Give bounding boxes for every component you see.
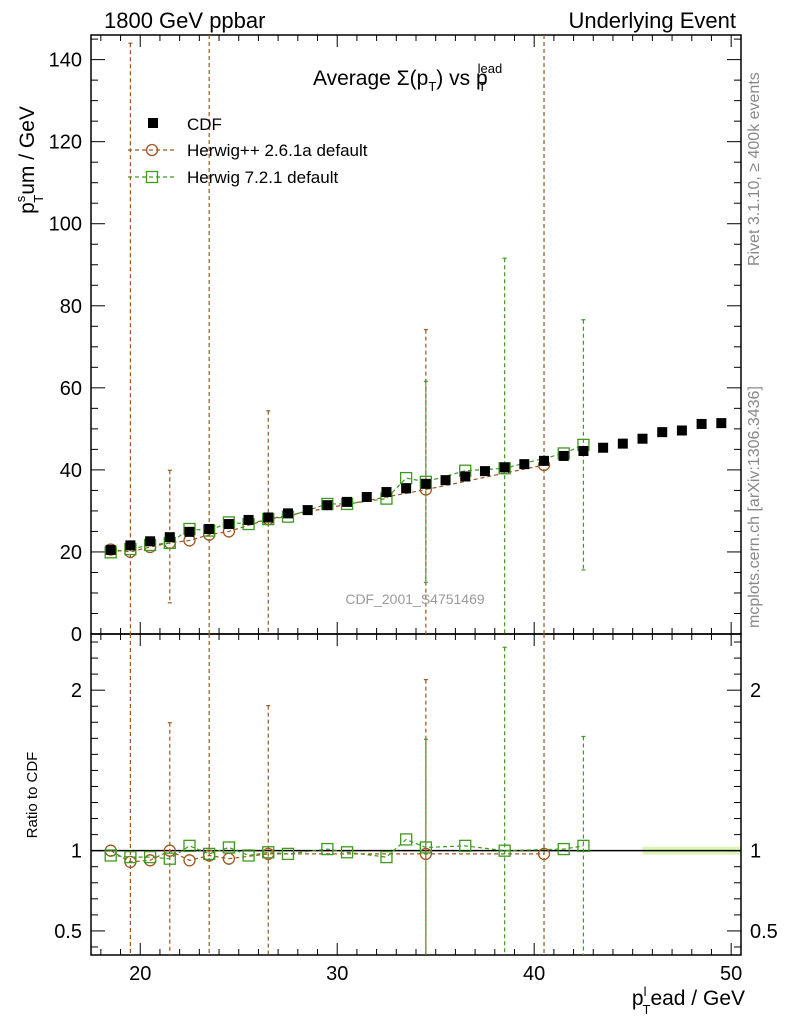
cdf-point bbox=[637, 433, 648, 444]
cdf-point bbox=[105, 544, 116, 555]
herwigpp-ratio-point bbox=[163, 844, 176, 857]
cdf-point bbox=[696, 418, 707, 429]
herwigpp-ratio-point bbox=[183, 854, 196, 867]
cdf-point bbox=[716, 418, 727, 429]
cdf-point bbox=[617, 438, 628, 449]
herwig7-ratio-point bbox=[340, 846, 354, 859]
herwig7-ratio-point bbox=[124, 850, 137, 864]
chart-title: Average Σ(pT) vs plead T bbox=[313, 61, 502, 94]
legend-label-cdf: CDF bbox=[187, 115, 222, 134]
cdf-point bbox=[302, 505, 313, 516]
ratio-tick-label-right: 1 bbox=[750, 841, 761, 863]
cdf-point bbox=[558, 450, 569, 461]
x-tick-label: 40 bbox=[523, 963, 545, 985]
cdf-point bbox=[460, 471, 471, 482]
cdf-point bbox=[145, 536, 156, 547]
herwig7-ratio-point bbox=[163, 852, 176, 865]
cdf-point bbox=[243, 514, 254, 525]
tick-labels: 20 30 40 50 0 20 40 60 80 100 120 140 0.5 0.5 1 1 2 2 bbox=[49, 50, 778, 985]
x-axis-label: pl Tead / GeV bbox=[632, 984, 745, 1017]
cdf-point bbox=[440, 475, 451, 486]
y-tick-label: 60 bbox=[60, 378, 82, 400]
legend-marker-herwigpp bbox=[145, 143, 159, 157]
cdf-point bbox=[204, 523, 215, 534]
y-tick-label: 20 bbox=[60, 542, 82, 564]
herwig7-ratio-point bbox=[380, 850, 393, 864]
cdf-point bbox=[539, 455, 550, 466]
y-tick-label: 40 bbox=[60, 460, 82, 482]
herwig7-ratio-point bbox=[203, 847, 216, 861]
herwig7-ratio-point bbox=[242, 849, 255, 862]
cdf-point bbox=[401, 483, 412, 494]
ratio-frame bbox=[90, 633, 742, 956]
cdf-point bbox=[381, 487, 392, 498]
y-tick-label: 100 bbox=[49, 214, 82, 236]
herwig7-ratio-point bbox=[104, 849, 117, 862]
header-left: 1800 GeV ppbar bbox=[104, 8, 266, 33]
herwigpp-line bbox=[110, 464, 545, 553]
ratio-tick-label-right: 2 bbox=[750, 680, 761, 702]
x-tick-label: 20 bbox=[129, 963, 151, 985]
herwig7-ratio-point bbox=[557, 842, 570, 856]
cdf-point bbox=[263, 512, 274, 523]
cdf-point bbox=[342, 496, 353, 507]
herwigpp-ratio-point bbox=[537, 847, 551, 861]
cdf-point bbox=[322, 500, 333, 511]
header-right: Underlying Event bbox=[568, 8, 736, 33]
ratio-tick-label-right: 0.5 bbox=[750, 921, 778, 943]
cdf-point bbox=[519, 459, 530, 470]
cdf-point bbox=[420, 478, 431, 489]
series-layer bbox=[104, 35, 727, 955]
y-tick-label: 140 bbox=[49, 50, 82, 72]
ratio-tick-label: 0.5 bbox=[54, 921, 82, 943]
legend-marker-cdf bbox=[148, 118, 158, 128]
y-tick-label: 120 bbox=[49, 132, 82, 154]
cdf-point bbox=[184, 526, 195, 537]
mcplots-label: mcplots.cern.ch [arXiv:1306.3436] bbox=[746, 386, 763, 628]
herwig7-ratio-point bbox=[262, 846, 275, 859]
herwig7-ratio-point bbox=[143, 850, 157, 864]
y-tick-label: 80 bbox=[60, 296, 82, 318]
chart-watermark: CDF_2001_S4751469 bbox=[345, 591, 485, 607]
legend-label-herwig7: Herwig 7.2.1 default bbox=[187, 168, 338, 187]
herwig7-ratio-point bbox=[281, 847, 295, 861]
rivet-version-label: Rivet 3.1.10, ≥ 400k events bbox=[746, 72, 763, 266]
cdf-point bbox=[282, 508, 293, 519]
herwig7-ratio-point bbox=[222, 841, 236, 854]
herwig7-ratio-point bbox=[459, 839, 472, 853]
axis-ticks bbox=[91, 35, 741, 955]
x-tick-label: 50 bbox=[720, 963, 742, 985]
y-tick-label: 0 bbox=[71, 624, 82, 646]
legend-label-herwigpp: Herwig++ 2.6.1a default bbox=[187, 141, 368, 160]
x-tick-label: 30 bbox=[326, 963, 348, 985]
herwig7-ratio-line bbox=[110, 838, 584, 860]
herwig7-ratio-point bbox=[498, 844, 511, 857]
legend-marker-herwig7 bbox=[145, 170, 159, 184]
cdf-point bbox=[164, 532, 175, 543]
cdf-point bbox=[676, 425, 687, 436]
cdf-point bbox=[479, 466, 490, 477]
cdf-point bbox=[361, 491, 372, 502]
herwig7-ratio-point bbox=[183, 839, 196, 853]
cdf-point bbox=[125, 540, 136, 551]
cdf-point bbox=[657, 427, 668, 438]
cdf-point bbox=[578, 446, 589, 457]
herwig7-ratio-point bbox=[577, 839, 590, 853]
cdf-point bbox=[223, 519, 234, 530]
ratio-y-axis-label: Ratio to CDF bbox=[24, 752, 41, 839]
herwig7-ratio-point bbox=[419, 841, 432, 854]
y-axis-label: ps Tum / GeV bbox=[13, 106, 46, 214]
ratio-tick-label: 2 bbox=[71, 680, 82, 702]
legend: CDF Herwig++ 2.6.1a default Herwig 7.2.1… bbox=[128, 115, 368, 187]
cdf-point bbox=[598, 442, 609, 453]
cdf-point bbox=[499, 462, 510, 473]
herwig7-ratio-point bbox=[400, 833, 413, 846]
herwig7-ratio-point bbox=[321, 842, 334, 856]
ratio-tick-label: 1 bbox=[71, 841, 82, 863]
